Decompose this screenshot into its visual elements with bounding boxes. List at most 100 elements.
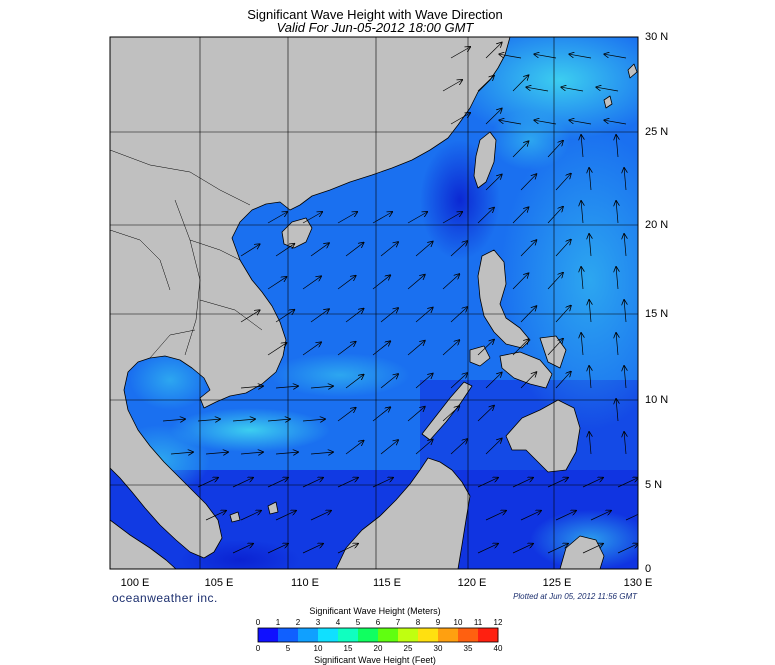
wave-arrow (477, 478, 498, 488)
wave-arrow (310, 309, 329, 323)
wave-arrow (302, 419, 325, 421)
wave-arrow (380, 440, 398, 455)
wave-arrow (310, 386, 333, 388)
wave-arrow (337, 276, 356, 290)
wave-arrow (450, 373, 467, 389)
grid-lines (110, 37, 638, 569)
wave-arrow (442, 340, 459, 356)
scale-border (257, 627, 499, 643)
wave-arrow (547, 544, 568, 554)
wave-arrow (205, 511, 226, 521)
wave-arrow (232, 478, 253, 488)
wave-arrow (589, 366, 591, 389)
wave-arrow (604, 54, 627, 59)
wave-arrow (275, 511, 296, 521)
meters-tick: 9 (435, 618, 441, 627)
wave-arrow (442, 274, 459, 290)
meters-tick: 0 (255, 618, 261, 627)
lat-label-0: 0 (645, 563, 652, 575)
wave-arrow (267, 343, 286, 356)
meters-tick: 8 (415, 618, 421, 627)
wave-arrow (499, 120, 522, 125)
wave-arrow (337, 478, 358, 488)
wave-arrow (407, 407, 425, 422)
lon-label-110: 110 E (291, 577, 319, 589)
wave-arrow (310, 511, 331, 521)
luzon-island (477, 249, 531, 349)
wave-arrow (380, 374, 398, 389)
feet-tick: 40 (493, 644, 503, 653)
feet-tick: 10 (313, 644, 323, 653)
wave-arrow (512, 75, 528, 92)
wave-arrow (589, 168, 591, 191)
wave-arrow (569, 54, 592, 59)
wave-arrow (450, 113, 470, 125)
wave-arrow (267, 478, 288, 488)
visayas-islands (499, 351, 553, 389)
lat-label-20: 20 N (645, 219, 669, 231)
wave-arrow (616, 333, 618, 356)
palawan-island (421, 381, 473, 441)
wave-arrow (372, 341, 390, 356)
wave-arrow (581, 201, 583, 224)
wave-arrow (162, 419, 185, 421)
wave-arrow (275, 244, 294, 257)
mindoro-island (469, 345, 491, 367)
scale-title-feet: Significant Wave Height (Feet) (314, 655, 436, 665)
wave-arrow (267, 544, 288, 554)
feet-tick: 35 (463, 644, 473, 653)
wave-arrow (345, 309, 364, 323)
wave-arrow (581, 267, 583, 290)
wave-arrow (477, 406, 494, 422)
wave-arrow (372, 478, 393, 488)
wave-arrow (512, 478, 533, 488)
wave-arrow (512, 544, 533, 554)
taiwan-island (473, 131, 497, 189)
wave-arrow (624, 234, 626, 257)
mindanao-island (505, 399, 581, 473)
lat-label-30: 30 N (645, 31, 669, 43)
wave-arrow (520, 306, 536, 323)
wave-arrow (589, 300, 591, 323)
meters-tick: 4 (335, 618, 341, 627)
wave-arrow (477, 340, 494, 356)
lon-label-125: 125 E (542, 577, 572, 589)
wave-arrow (275, 386, 298, 388)
wave-arrow (485, 439, 502, 455)
meters-tick: 10 (453, 618, 463, 627)
wave-arrow (485, 511, 506, 521)
scale-swatch (478, 628, 499, 642)
small-island (627, 63, 638, 79)
wave-arrow (581, 333, 583, 356)
scale-swatch (298, 628, 319, 642)
wave-arrow (267, 277, 286, 290)
wave-arrow (345, 243, 364, 257)
wave-arrow (624, 168, 626, 191)
wave-arrow (477, 76, 494, 92)
scale-swatch (378, 628, 399, 642)
wave-arrow (240, 511, 261, 521)
wave-arrow (197, 478, 218, 488)
wave-arrow (442, 80, 462, 92)
wave-arrow (407, 212, 427, 224)
feet-tick: 25 (403, 644, 413, 653)
wave-arrow (512, 141, 528, 158)
wave-arrow (555, 372, 571, 389)
wave-arrow (596, 87, 619, 92)
wave-arrow (302, 342, 321, 356)
asia-mainland (110, 37, 511, 559)
wave-arrow (485, 175, 502, 191)
wave-arrow (520, 511, 541, 521)
wave-arrow (442, 406, 459, 422)
lat-label-25: 25 N (645, 126, 669, 138)
map-frame (109, 36, 639, 570)
small-island (603, 95, 613, 109)
hainan-island (281, 217, 313, 249)
scale-title-meters: Significant Wave Height (Meters) (309, 606, 441, 616)
wave-arrow (485, 373, 502, 389)
wave-arrow (485, 109, 502, 125)
scale-swatch (278, 628, 299, 642)
wave-arrow (555, 306, 571, 323)
wave-arrow (616, 135, 618, 158)
